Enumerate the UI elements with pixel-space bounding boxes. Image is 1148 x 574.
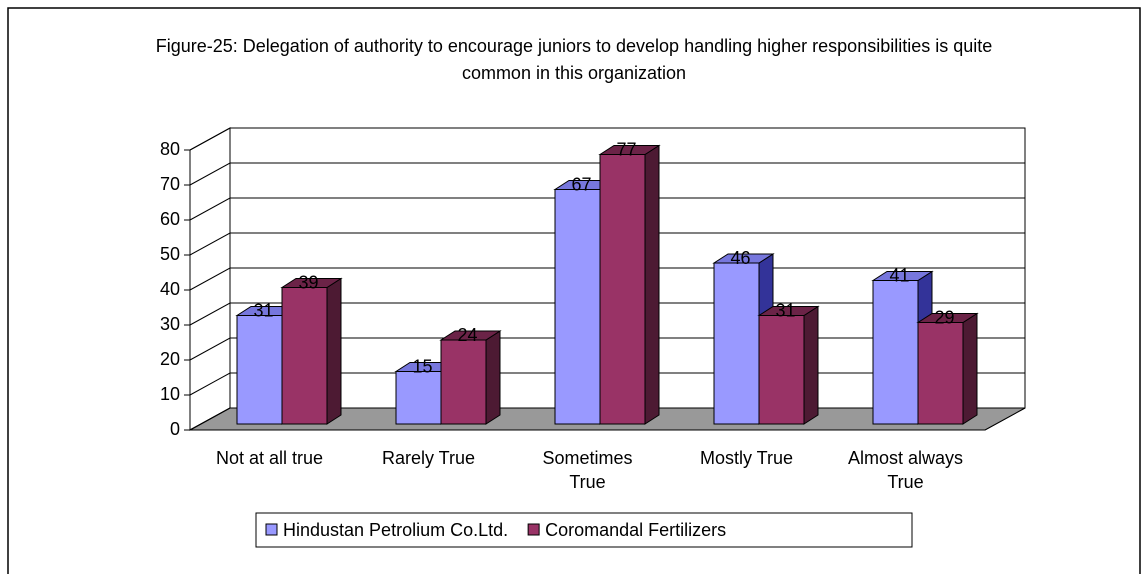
value-label: 24 (457, 325, 477, 345)
bar-side (644, 144, 660, 425)
y-tick-label: 60 (160, 209, 180, 229)
bar (598, 144, 661, 425)
bar-front (599, 154, 646, 425)
chart-title: Figure-25: Delegation of authority to en… (155, 36, 993, 83)
value-label: 46 (730, 248, 750, 268)
legend-label: Hindustan Petrolium Co.Ltd. (283, 520, 508, 540)
y-tick-label: 80 (160, 139, 180, 159)
value-label: 77 (616, 139, 636, 159)
bar (439, 330, 502, 425)
x-tick-label: Not at all true (215, 448, 324, 468)
frame (7, 7, 1141, 574)
value-label: 67 (571, 174, 591, 194)
legend-swatch (527, 523, 540, 536)
value-label: 31 (253, 300, 273, 320)
value-label: 15 (412, 356, 432, 376)
y-tick-label: 0 (170, 419, 180, 439)
x-tick-label: Sometimes True (542, 448, 633, 492)
value-label: 29 (934, 307, 954, 327)
bar-side (803, 305, 819, 425)
y-tick-label: 50 (160, 244, 180, 264)
legend-label: Coromandal Fertilizers (545, 520, 726, 540)
y-tick-label: 40 (160, 279, 180, 299)
value-label: 39 (298, 272, 318, 292)
value-label: 41 (889, 265, 909, 285)
value-label: 31 (775, 300, 795, 320)
bar-front (395, 371, 442, 425)
x-tick-label: Mostly True (699, 448, 794, 468)
legend: Hindustan Petrolium Co.Ltd. Coromandal Fe… (255, 512, 913, 548)
grid-line (189, 197, 1025, 221)
y-tick-label: 10 (160, 384, 180, 404)
y-tick-label: 70 (160, 174, 180, 194)
bar-front (440, 339, 487, 425)
bar-front (872, 280, 919, 425)
legend-swatch (265, 523, 278, 536)
x-tick-label: Rarely True (381, 448, 476, 468)
bar-front (713, 262, 760, 425)
bar-front (281, 287, 328, 425)
grid-line (189, 127, 1025, 151)
legend-box (255, 512, 913, 548)
bar (280, 277, 343, 425)
bar-front (236, 315, 283, 425)
grid-line (189, 162, 1025, 186)
grid-line (189, 232, 1025, 256)
bar-front (758, 315, 805, 425)
bar-side (962, 312, 978, 425)
y-tick-label: 20 (160, 349, 180, 369)
y-tick-label: 30 (160, 314, 180, 334)
bar-front (554, 189, 601, 425)
bar (916, 312, 979, 425)
x-tick-label: Almost always True (847, 448, 964, 492)
bar-side (485, 330, 501, 425)
bar (757, 305, 820, 425)
bar-front (917, 322, 964, 425)
bar-side (326, 277, 342, 425)
